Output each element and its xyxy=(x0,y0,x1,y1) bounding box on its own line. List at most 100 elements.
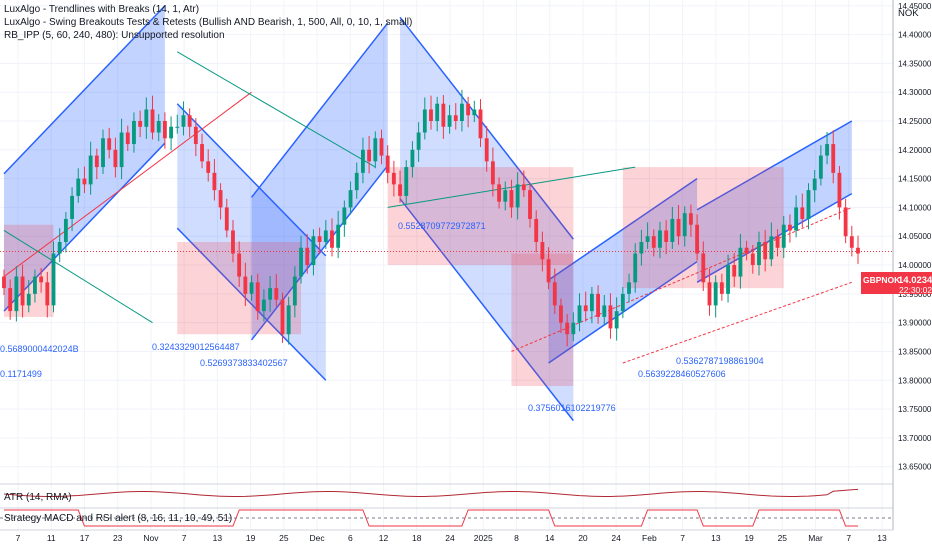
candle-body xyxy=(497,184,501,202)
price-tick-label: 13.90000 xyxy=(898,319,932,328)
candle-body xyxy=(726,265,730,294)
candle-body xyxy=(429,109,433,121)
candles xyxy=(2,89,860,347)
time-tick-label: 2025 xyxy=(474,533,493,543)
channel-lower-line xyxy=(399,198,574,422)
candle-body xyxy=(577,305,582,323)
candle-body xyxy=(559,305,563,323)
time-tick-label: 14 xyxy=(545,533,555,543)
candle-body xyxy=(608,305,613,329)
macd-pane-label[interactable]: Strategy MACD and RSI alert (8, 16, 11, … xyxy=(4,513,233,524)
candle-body xyxy=(695,224,700,254)
candle-body xyxy=(14,276,19,312)
candle-body xyxy=(800,207,805,219)
last-price-symbol: GBPNOK xyxy=(863,275,901,285)
candle-body xyxy=(466,103,471,116)
grid-lines xyxy=(0,0,893,530)
candle-body xyxy=(175,126,180,128)
price-tick-label: 14.45000 xyxy=(898,2,932,11)
legend-trendlines[interactable]: LuxAlgo - Trendlines with Breaks (14, 1,… xyxy=(4,4,200,15)
channel-upper-line xyxy=(250,22,389,198)
diagonal-trendline xyxy=(622,281,852,364)
candle-body xyxy=(20,276,25,306)
candle-body xyxy=(713,282,718,306)
candle-body xyxy=(206,161,211,173)
candle-body xyxy=(453,115,458,121)
diagonal-trendline xyxy=(3,91,252,277)
candle-body xyxy=(540,242,545,260)
candle-body xyxy=(614,311,619,329)
legend-swing-breakouts[interactable]: LuxAlgo - Swing Breakouts Tests & Retest… xyxy=(4,17,413,28)
candle-body xyxy=(583,305,588,312)
candle-body xyxy=(305,247,310,266)
candle-body xyxy=(398,184,402,196)
candle-body xyxy=(651,236,656,248)
price-tick-label: 14.10000 xyxy=(898,203,932,212)
channel-upper-line xyxy=(548,177,698,281)
time-tick-label: 13 xyxy=(213,533,223,543)
candle-body xyxy=(416,132,421,150)
candle-body xyxy=(255,282,260,312)
candle-body xyxy=(249,282,254,294)
candle-body xyxy=(806,190,811,219)
time-tick-label: 17 xyxy=(80,533,90,543)
time-tick-label: 12 xyxy=(379,533,389,543)
candle-body xyxy=(788,224,792,231)
time-tick-label: 18 xyxy=(412,533,422,543)
candle-body xyxy=(150,109,155,133)
candle-body xyxy=(348,190,353,208)
candle-body xyxy=(292,276,297,306)
candle-body xyxy=(633,253,638,283)
price-tick-label: 14.40000 xyxy=(898,31,932,40)
candle-body xyxy=(509,190,514,208)
candle-body xyxy=(385,155,390,173)
candle-body xyxy=(280,299,285,335)
candle-body xyxy=(856,247,860,254)
atr-line xyxy=(3,488,859,497)
last-price-value: 14.02344 xyxy=(898,275,932,286)
time-tick-label: 8 xyxy=(514,533,519,543)
time-tick-label: 13 xyxy=(711,533,721,543)
candle-body xyxy=(132,121,136,145)
candle-body xyxy=(57,242,62,254)
candle-body xyxy=(719,282,724,294)
candle-body xyxy=(757,242,761,266)
time-tick-label: 7 xyxy=(182,533,187,543)
candle-body xyxy=(181,115,186,127)
candle-body xyxy=(138,121,143,127)
legend-rb-ipp[interactable]: RB_IPP (5, 60, 240, 480): Unsupported re… xyxy=(4,30,225,41)
candle-body xyxy=(367,149,372,162)
candle-body xyxy=(701,253,706,283)
time-tick-label: 24 xyxy=(445,533,455,543)
bar-countdown: 22:30:02 xyxy=(899,285,932,295)
red-zone xyxy=(387,167,574,266)
atr-pane-label[interactable]: ATR (14, RMA) xyxy=(4,492,72,503)
candle-body xyxy=(51,253,56,306)
time-tick-label: 20 xyxy=(578,533,588,543)
fib-annotation: 0.5689000442024B xyxy=(0,344,79,354)
time-axis: 7 11 17 23 Nov 7 13 19 25 Dec 6 12 18 24 2025 8 14 20 24 Fe… xyxy=(0,529,893,543)
candle-body xyxy=(193,126,198,145)
candle-body xyxy=(658,230,662,248)
candle-body xyxy=(769,236,774,260)
candle-body xyxy=(200,144,204,162)
candle-body xyxy=(837,172,842,208)
channel-upper-line xyxy=(696,120,853,211)
candle-body xyxy=(849,236,854,248)
candle-body xyxy=(688,213,693,225)
fib-annotation: 0.5362787198861904 xyxy=(676,356,764,366)
candle-body xyxy=(546,259,551,283)
time-tick-label: Feb xyxy=(642,533,657,543)
candle-body xyxy=(107,138,112,150)
candle-body xyxy=(218,190,223,208)
price-tick-label: 14.05000 xyxy=(898,232,932,241)
macd-signal-line xyxy=(4,509,858,527)
candle-body xyxy=(744,247,749,254)
candle-body xyxy=(534,218,539,242)
price-tick-label: 14.30000 xyxy=(898,88,932,97)
candle-body xyxy=(781,224,786,248)
candle-body xyxy=(156,121,161,133)
candle-body xyxy=(169,126,174,139)
